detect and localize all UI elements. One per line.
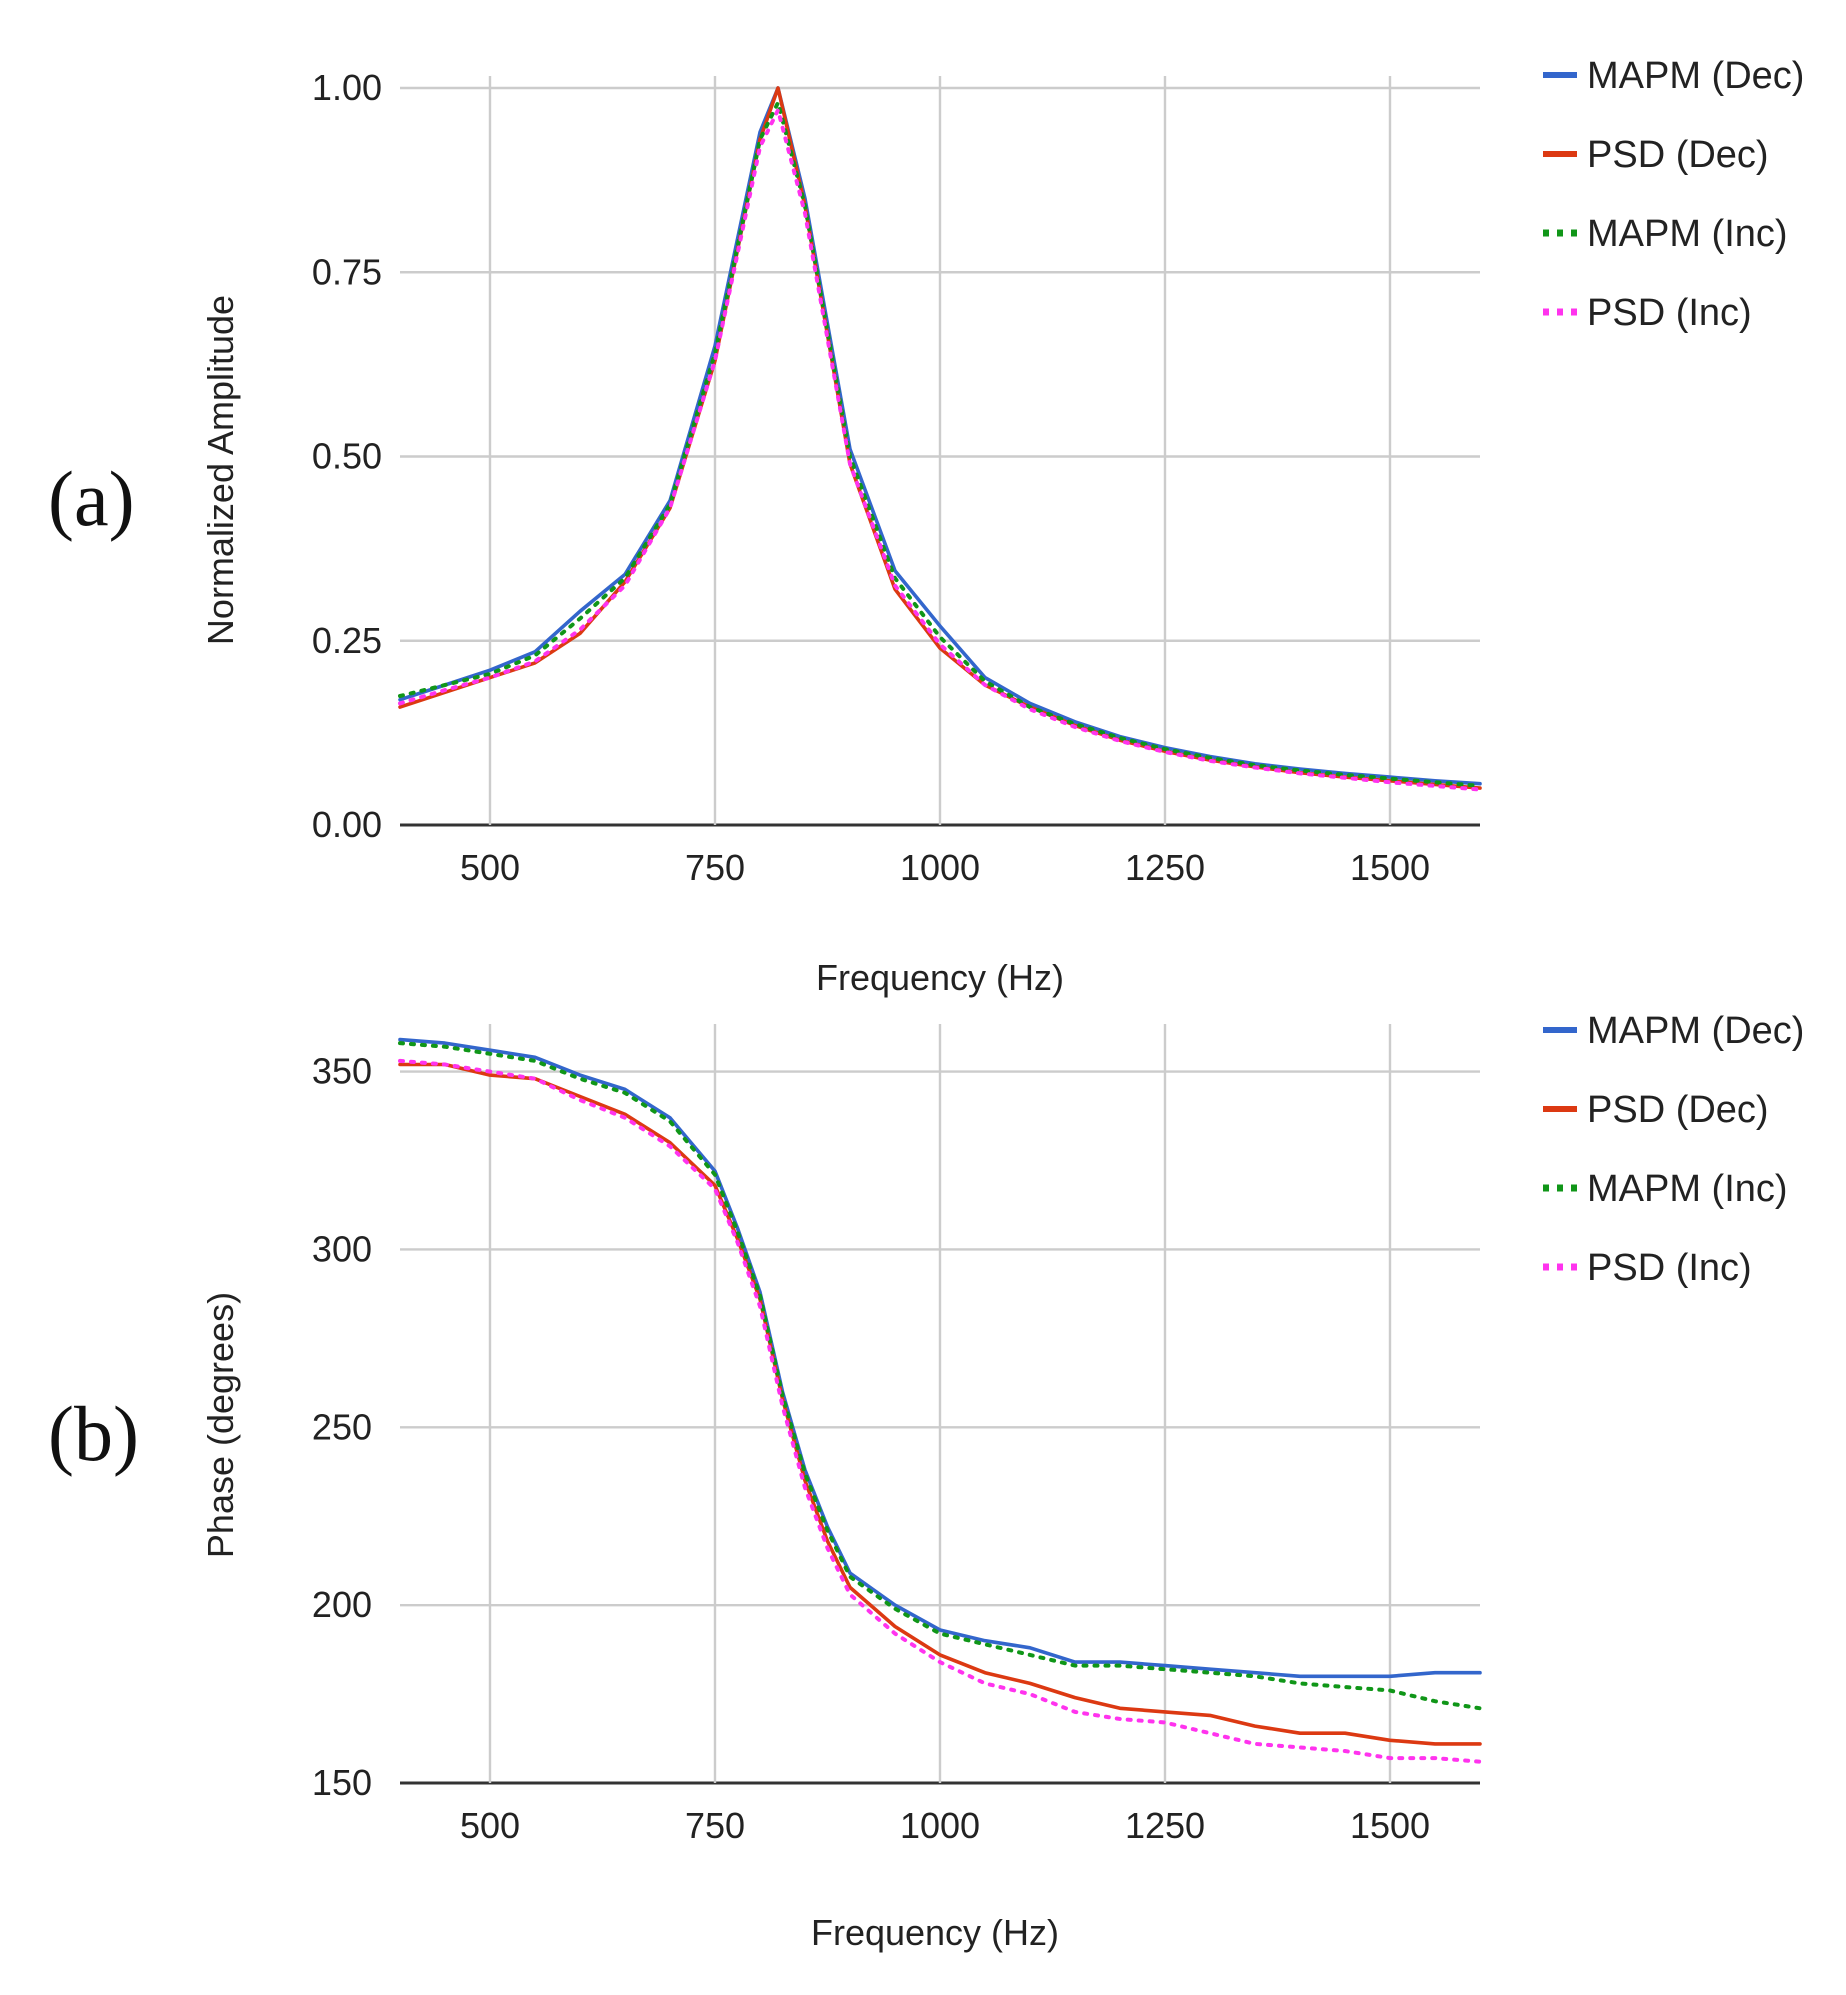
x-axis-title-a: Frequency (Hz) xyxy=(816,957,1064,998)
chart-b: (b) 150 200 250 300 350 500 750 1000 1250 1500 Ph… xyxy=(48,1010,1804,1953)
y-tick-label: 0.25 xyxy=(312,620,382,661)
panel-label-b: (b) xyxy=(48,1390,139,1477)
y-tick-label: 0.50 xyxy=(312,436,382,477)
legend-b: MAPM (Dec) PSD (Dec) MAPM (Inc) PSD (Inc) xyxy=(1543,1010,1804,1289)
legend-label-mapm-dec: MAPM (Dec) xyxy=(1587,1010,1804,1052)
legend-label-psd-dec: PSD (Dec) xyxy=(1587,1089,1769,1131)
y-tick-label: 200 xyxy=(312,1584,372,1625)
x-tick-label: 1500 xyxy=(1350,1805,1430,1846)
y-tick-label: 300 xyxy=(312,1228,372,1269)
x-tick-label: 750 xyxy=(685,1805,745,1846)
x-axis-title-b: Frequency (Hz) xyxy=(811,1912,1059,1953)
x-tick-label: 1000 xyxy=(900,1805,980,1846)
legend-a: MAPM (Dec) PSD (Dec) MAPM (Inc) PSD (Inc) xyxy=(1543,55,1804,334)
grid-a xyxy=(400,76,1480,827)
x-tick-label: 750 xyxy=(685,847,745,888)
series-lines-a xyxy=(398,86,1482,792)
tick-labels-a: 0.00 0.25 0.50 0.75 1.00 500 750 1000 1250 1500 xyxy=(312,67,1430,888)
legend-label-mapm-dec: MAPM (Dec) xyxy=(1587,55,1804,97)
series-line-mapm-inc xyxy=(398,100,1482,788)
y-axis-title-b: Phase (degrees) xyxy=(200,1292,241,1558)
panel-label-a: (a) xyxy=(48,455,135,542)
legend-label-mapm-inc: MAPM (Inc) xyxy=(1587,1168,1788,1210)
series-line-psd-inc xyxy=(398,108,1482,792)
series-line-psd-inc xyxy=(398,1058,1482,1764)
x-tick-label: 500 xyxy=(460,1805,520,1846)
x-tick-label: 1000 xyxy=(900,847,980,888)
legend-label-mapm-inc: MAPM (Inc) xyxy=(1587,213,1788,255)
y-tick-label: 0.75 xyxy=(312,251,382,292)
x-tick-label: 1250 xyxy=(1125,847,1205,888)
series-line-mapm-inc xyxy=(398,1041,1482,1711)
legend-label-psd-inc: PSD (Inc) xyxy=(1587,1247,1752,1289)
y-tick-label: 0.00 xyxy=(312,804,382,845)
y-axis-title-a: Normalized Amplitude xyxy=(200,295,241,645)
tick-labels-b: 150 200 250 300 350 500 750 1000 1250 1500 xyxy=(312,1051,1430,1846)
y-tick-label: 1.00 xyxy=(312,67,382,108)
y-tick-label: 250 xyxy=(312,1406,372,1447)
chart-a: (a) 0.00 0.25 0.50 0.75 1.00 500 750 1000 1250 15… xyxy=(48,55,1804,998)
series-line-psd-dec xyxy=(398,86,1482,790)
series-line-mapm-dec xyxy=(398,86,1482,786)
legend-label-psd-dec: PSD (Dec) xyxy=(1587,134,1769,176)
x-tick-label: 1250 xyxy=(1125,1805,1205,1846)
y-tick-label: 150 xyxy=(312,1762,372,1803)
series-line-mapm-dec xyxy=(398,1037,1482,1679)
x-tick-label: 1500 xyxy=(1350,847,1430,888)
x-tick-label: 500 xyxy=(460,847,520,888)
series-lines-b xyxy=(398,1037,1482,1764)
series-line-psd-dec xyxy=(398,1062,1482,1746)
legend-label-psd-inc: PSD (Inc) xyxy=(1587,292,1752,334)
y-tick-label: 350 xyxy=(312,1051,372,1092)
grid-b xyxy=(400,1024,1480,1785)
